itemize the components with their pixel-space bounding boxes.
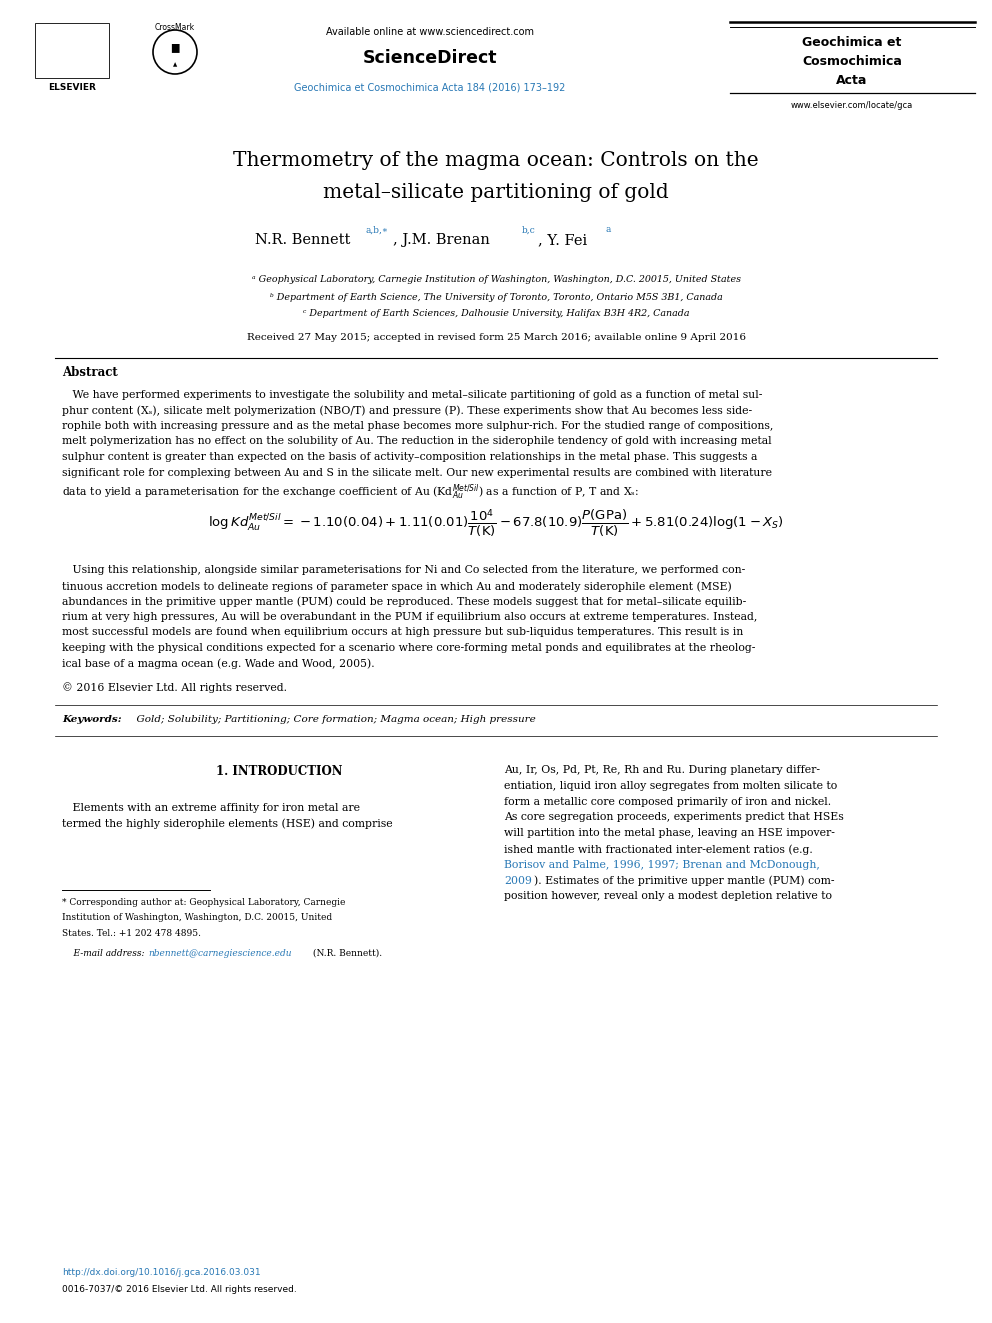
Text: rophile both with increasing pressure and as the metal phase becomes more sulphu: rophile both with increasing pressure an… [62,421,774,431]
Text: most successful models are found when equilibrium occurs at high pressure but su: most successful models are found when eq… [62,627,743,638]
Text: ScienceDirect: ScienceDirect [363,49,497,67]
Text: Keywords:: Keywords: [62,714,122,724]
Text: ᵃ Geophysical Laboratory, Carnegie Institution of Washington, Washington, D.C. 2: ᵃ Geophysical Laboratory, Carnegie Insti… [252,275,740,284]
Text: metal–silicate partitioning of gold: metal–silicate partitioning of gold [323,183,669,201]
Text: a: a [605,225,610,234]
Text: Geochimica et: Geochimica et [803,36,902,49]
Text: melt polymerization has no effect on the solubility of Au. The reduction in the : melt polymerization has no effect on the… [62,437,772,446]
Text: Acta: Acta [836,74,868,86]
Text: Cosmochimica: Cosmochimica [803,56,902,69]
Text: ▲: ▲ [173,62,178,67]
Text: Using this relationship, alongside similar parameterisations for Ni and Co selec: Using this relationship, alongside simil… [62,565,745,576]
Text: CrossMark: CrossMark [155,24,195,33]
Text: We have performed experiments to investigate the solubility and metal–silicate p: We have performed experiments to investi… [62,390,763,400]
Text: b,c: b,c [522,225,536,234]
Text: ▇: ▇ [172,42,179,52]
Text: Geochimica et Cosmochimica Acta 184 (2016) 173–192: Geochimica et Cosmochimica Acta 184 (201… [295,83,565,93]
Text: , J.M. Brenan: , J.M. Brenan [393,233,490,247]
Text: , Y. Fei: , Y. Fei [538,233,587,247]
Text: ). Estimates of the primitive upper mantle (PUM) com-: ). Estimates of the primitive upper mant… [534,876,834,886]
Text: nbennett@carnegiescience.edu: nbennett@carnegiescience.edu [148,949,292,958]
Text: * Corresponding author at: Geophysical Laboratory, Carnegie: * Corresponding author at: Geophysical L… [62,897,345,906]
Text: http://dx.doi.org/10.1016/j.gca.2016.03.031: http://dx.doi.org/10.1016/j.gca.2016.03.… [62,1267,261,1277]
Text: ical base of a magma ocean (e.g. Wade and Wood, 2005).: ical base of a magma ocean (e.g. Wade an… [62,659,375,669]
Text: © 2016 Elsevier Ltd. All rights reserved.: © 2016 Elsevier Ltd. All rights reserved… [62,681,287,693]
Text: Abstract: Abstract [62,365,118,378]
Text: As core segregation proceeds, experiments predict that HSEs: As core segregation proceeds, experiment… [504,812,844,823]
Text: rium at very high pressures, Au will be overabundant in the PUM if equilibrium a: rium at very high pressures, Au will be … [62,613,757,622]
Text: keeping with the physical conditions expected for a scenario where core-forming : keeping with the physical conditions exp… [62,643,755,654]
Text: (N.R. Bennett).: (N.R. Bennett). [310,949,382,958]
Text: form a metallic core composed primarily of iron and nickel.: form a metallic core composed primarily … [504,796,831,807]
Text: Institution of Washington, Washington, D.C. 20015, United: Institution of Washington, Washington, D… [62,913,332,922]
Text: entiation, liquid iron alloy segregates from molten silicate to: entiation, liquid iron alloy segregates … [504,781,837,791]
Text: will partition into the metal phase, leaving an HSE impover-: will partition into the metal phase, lea… [504,828,835,839]
Text: data to yield a parameterisation for the exchange coefficient of Au (Kd$_{Au}^{M: data to yield a parameterisation for the… [62,483,639,503]
Text: 1. INTRODUCTION: 1. INTRODUCTION [215,765,342,778]
Text: $\log Kd_{Au}^{Met/Sil} = -1.10(0.04) + 1.11(0.01)\dfrac{10^4}{T(\mathrm{K})} - : $\log Kd_{Au}^{Met/Sil} = -1.10(0.04) + … [208,508,784,540]
Text: abundances in the primitive upper mantle (PUM) could be reproduced. These models: abundances in the primitive upper mantle… [62,597,746,607]
Text: 0016-7037/© 2016 Elsevier Ltd. All rights reserved.: 0016-7037/© 2016 Elsevier Ltd. All right… [62,1285,297,1294]
Text: www.elsevier.com/locate/gca: www.elsevier.com/locate/gca [791,102,913,111]
Text: Elements with an extreme affinity for iron metal are: Elements with an extreme affinity for ir… [62,803,360,814]
Text: Gold; Solubility; Partitioning; Core formation; Magma ocean; High pressure: Gold; Solubility; Partitioning; Core for… [130,714,536,724]
Text: States. Tel.: +1 202 478 4895.: States. Tel.: +1 202 478 4895. [62,929,201,938]
Text: Au, Ir, Os, Pd, Pt, Re, Rh and Ru. During planetary differ-: Au, Ir, Os, Pd, Pt, Re, Rh and Ru. Durin… [504,765,820,775]
Text: sulphur content is greater than expected on the basis of activity–composition re: sulphur content is greater than expected… [62,452,757,462]
Text: termed the highly siderophile elements (HSE) and comprise: termed the highly siderophile elements (… [62,819,393,830]
Text: Borisov and Palme, 1996, 1997; Brenan and McDonough,: Borisov and Palme, 1996, 1997; Brenan an… [504,860,819,869]
Text: tinuous accretion models to delineate regions of parameter space in which Au and: tinuous accretion models to delineate re… [62,581,732,591]
Text: significant role for complexing between Au and S in the silicate melt. Our new e: significant role for complexing between … [62,467,772,478]
Text: ELSEVIER: ELSEVIER [48,83,96,93]
Text: ished mantle with fractionated inter-element ratios (e.g.: ished mantle with fractionated inter-ele… [504,844,812,855]
Text: Available online at www.sciencedirect.com: Available online at www.sciencedirect.co… [326,26,534,37]
Text: phur content (Xₛ), silicate melt polymerization (NBO/T) and pressure (P). These : phur content (Xₛ), silicate melt polymer… [62,406,752,415]
Text: 2009: 2009 [504,876,532,885]
Text: Received 27 May 2015; accepted in revised form 25 March 2016; available online 9: Received 27 May 2015; accepted in revise… [246,333,746,343]
Text: Thermometry of the magma ocean: Controls on the: Thermometry of the magma ocean: Controls… [233,151,759,169]
Text: ᶜ Department of Earth Sciences, Dalhousie University, Halifax B3H 4R2, Canada: ᶜ Department of Earth Sciences, Dalhousi… [303,310,689,319]
Text: ᵇ Department of Earth Science, The University of Toronto, Toronto, Ontario M5S 3: ᵇ Department of Earth Science, The Unive… [270,292,722,302]
Text: E-mail address:: E-mail address: [62,949,148,958]
Text: a,b,∗: a,b,∗ [365,225,388,234]
Text: position however, reveal only a modest depletion relative to: position however, reveal only a modest d… [504,892,832,901]
Text: N.R. Bennett: N.R. Bennett [255,233,350,247]
Bar [35,22,109,78]
